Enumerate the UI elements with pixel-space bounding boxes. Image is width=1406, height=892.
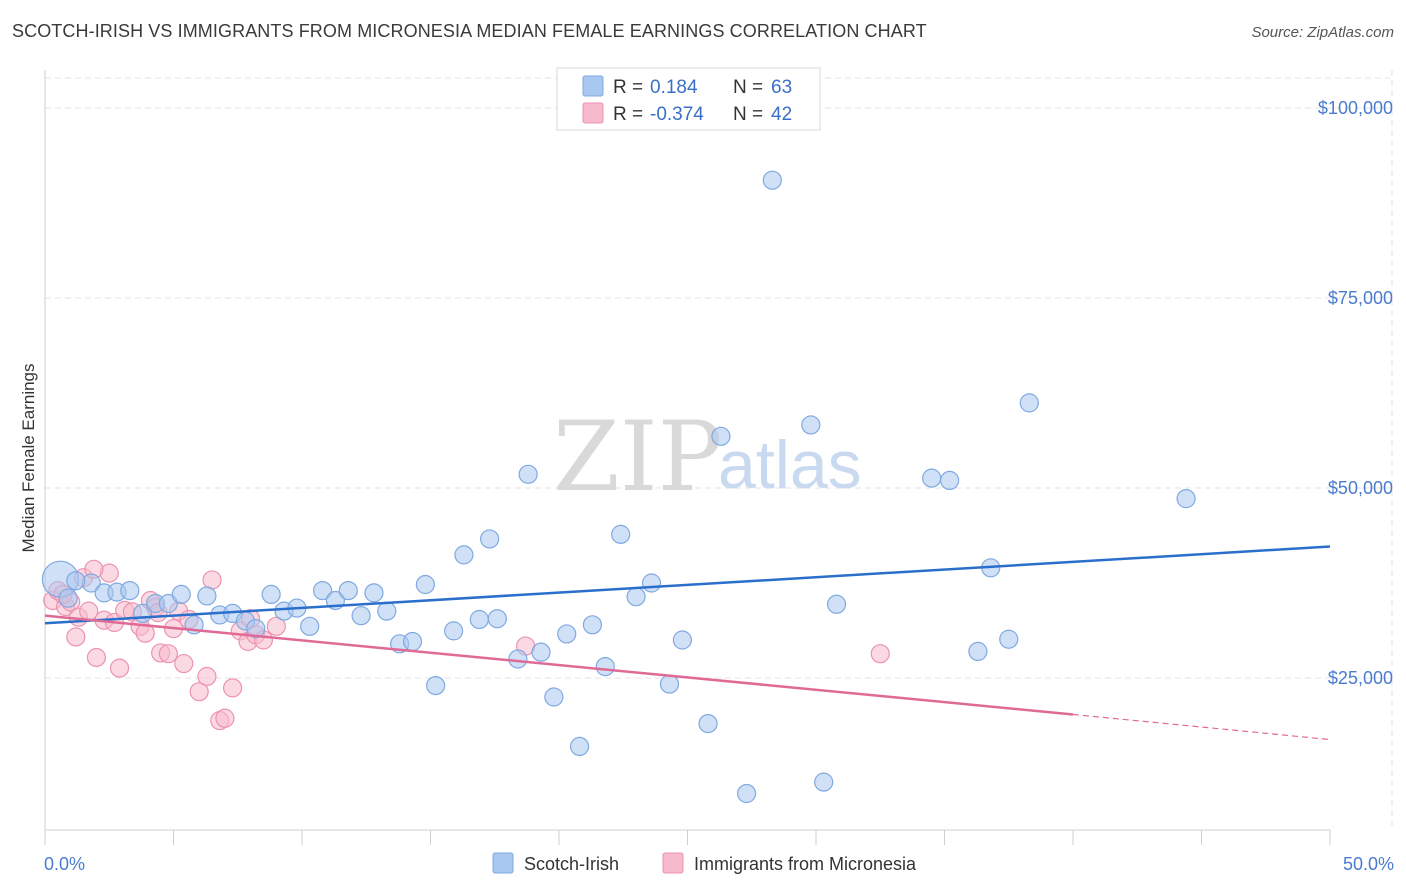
legend-correlation: R = 0.184 N = 63 R = -0.374 N = 42 — [556, 67, 821, 131]
y-tick-label: $50,000 — [1328, 478, 1393, 498]
point-scotch-irish — [999, 629, 1019, 649]
point-scotch-irish — [508, 649, 528, 669]
grid-lines — [45, 70, 1393, 830]
chart-source: Source: ZipAtlas.com — [1251, 24, 1394, 41]
point-scotch-irish — [1176, 489, 1196, 509]
legend-n-value: 63 — [771, 77, 792, 98]
legend-r-value: -0.374 — [650, 104, 704, 125]
point-scotch-irish — [940, 470, 960, 490]
series-immigrants-from-micronesia — [43, 559, 890, 731]
x-tick-labels: 0.0% 50.0% — [44, 854, 1394, 874]
legend-series: Scotch-Irish Immigrants from Micronesia — [492, 852, 917, 874]
point-scotch-irish — [641, 573, 662, 593]
point-scotch-irish — [711, 426, 731, 446]
point-scotch-irish — [531, 642, 551, 662]
point-scotch-irish — [801, 415, 821, 435]
point-scotch-irish — [659, 674, 680, 694]
point-scotch-irish — [582, 615, 603, 635]
point-scotch-irish — [814, 772, 834, 792]
point-scotch-irish — [312, 580, 333, 601]
point-micronesia — [174, 653, 194, 674]
point-scotch-irish — [480, 529, 500, 549]
chart-title: SCOTCH-IRISH VS IMMIGRANTS FROM MICRONES… — [12, 21, 927, 41]
point-scotch-irish — [487, 609, 507, 629]
point-scotch-irish — [66, 571, 86, 591]
series-scotch-irish — [41, 170, 1196, 804]
trend-lines — [44, 545, 1331, 741]
point-scotch-irish — [444, 621, 464, 641]
point-scotch-irish — [246, 618, 266, 639]
legend-label-micronesia: Immigrants from Micronesia — [694, 854, 917, 874]
point-micronesia — [202, 570, 222, 590]
legend-n-value: 42 — [771, 104, 792, 125]
point-scotch-irish — [968, 641, 988, 662]
legend-r-value: 0.184 — [650, 77, 698, 98]
point-micronesia — [215, 708, 235, 728]
point-micronesia — [158, 644, 178, 664]
point-scotch-irish — [338, 580, 358, 601]
point-scotch-irish — [197, 586, 217, 606]
point-scotch-irish — [569, 736, 590, 757]
point-micronesia — [86, 647, 107, 668]
y-tick-label: $100,000 — [1318, 98, 1393, 118]
trend-line-micronesia — [44, 614, 1074, 716]
point-scotch-irish — [171, 584, 191, 605]
point-scotch-irish — [1019, 393, 1039, 413]
legend-swatch-pink — [582, 102, 604, 124]
y-tick-label: $25,000 — [1328, 668, 1393, 688]
watermark: ZIP atlas — [553, 401, 862, 513]
point-micronesia — [109, 658, 130, 678]
point-scotch-irish — [426, 675, 446, 696]
x-tick-label: 0.0% — [44, 854, 85, 874]
legend-swatch-micronesia — [662, 852, 684, 874]
legend-r-label: R = — [613, 104, 643, 125]
point-scotch-irish — [469, 609, 489, 630]
point-scotch-irish — [454, 545, 474, 565]
point-scotch-irish — [544, 687, 564, 707]
x-tick-label: 50.0% — [1343, 854, 1394, 874]
y-tick-labels: $25,000 $50,000 $75,000 $100,000 — [1318, 98, 1393, 688]
point-scotch-irish — [557, 624, 577, 644]
point-scotch-irish — [261, 584, 281, 605]
point-scotch-irish — [611, 524, 631, 544]
point-scotch-irish — [58, 588, 78, 608]
point-micronesia — [223, 678, 243, 698]
watermark-atlas: atlas — [718, 427, 862, 503]
legend-r-label: R = — [613, 77, 643, 98]
point-micronesia — [197, 666, 217, 687]
point-micronesia — [870, 644, 890, 664]
y-axis-title: Median Female Earnings — [19, 364, 38, 553]
point-scotch-irish — [626, 587, 646, 607]
point-micronesia — [266, 616, 286, 636]
legend-n-label: N = — [733, 104, 763, 125]
watermark-zip: ZIP — [553, 401, 722, 513]
point-scotch-irish — [402, 631, 423, 652]
legend-label-scotch-irish: Scotch-Irish — [524, 854, 619, 874]
trend-line-scotch-irish — [44, 545, 1331, 625]
point-scotch-irish — [364, 583, 384, 603]
point-scotch-irish — [595, 656, 615, 677]
point-scotch-irish — [415, 574, 435, 595]
legend-swatch-blue — [582, 75, 604, 97]
trend-line-micronesia-extrapolated — [1072, 713, 1331, 741]
point-scotch-irish — [300, 616, 320, 636]
y-tick-label: $75,000 — [1328, 288, 1393, 308]
point-scotch-irish — [518, 464, 538, 484]
point-scotch-irish — [922, 468, 942, 488]
legend-swatch-scotch-irish — [492, 852, 514, 874]
point-scotch-irish — [672, 630, 692, 650]
point-micronesia — [66, 627, 86, 647]
point-scotch-irish — [737, 783, 757, 804]
axes — [44, 70, 1331, 845]
point-scotch-irish — [826, 594, 847, 614]
point-scotch-irish — [762, 170, 782, 190]
legend-n-label: N = — [733, 77, 763, 98]
point-scotch-irish — [351, 606, 371, 626]
point-scotch-irish — [377, 601, 397, 621]
point-scotch-irish — [698, 713, 718, 734]
point-scotch-irish — [120, 580, 140, 601]
point-micronesia — [189, 682, 209, 702]
